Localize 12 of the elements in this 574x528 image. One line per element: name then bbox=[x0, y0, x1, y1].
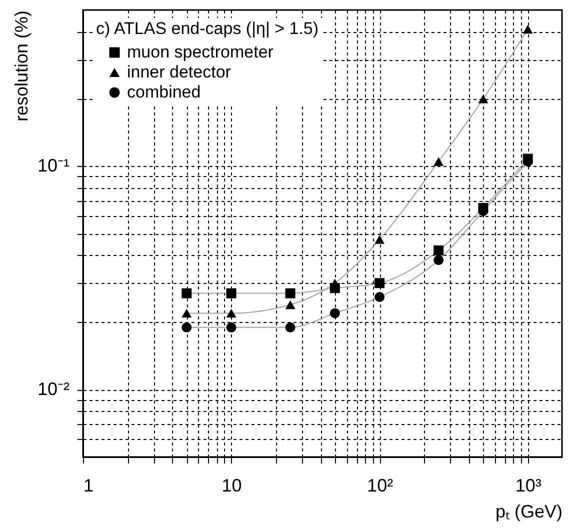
legend-label: muon spectrometer bbox=[127, 42, 274, 62]
legend-label: combined bbox=[127, 82, 201, 102]
y-tick-label: 10⁻² bbox=[37, 379, 70, 400]
x-tick-label: 10³ bbox=[515, 476, 542, 496]
y-axis-title: resolution (%) bbox=[11, 10, 32, 122]
x-tick-label: 10 bbox=[222, 476, 242, 496]
legend-label: inner detector bbox=[127, 62, 232, 82]
x-axis-title: pₜ (GeV) bbox=[495, 502, 562, 522]
text: c) ATLAS end-caps (|η| > 1.5) bbox=[96, 19, 319, 38]
x-tick-label: 1 bbox=[84, 476, 94, 496]
y-tick-label: 10⁻¹ bbox=[37, 156, 70, 176]
x-tick-label: 10² bbox=[367, 476, 394, 496]
